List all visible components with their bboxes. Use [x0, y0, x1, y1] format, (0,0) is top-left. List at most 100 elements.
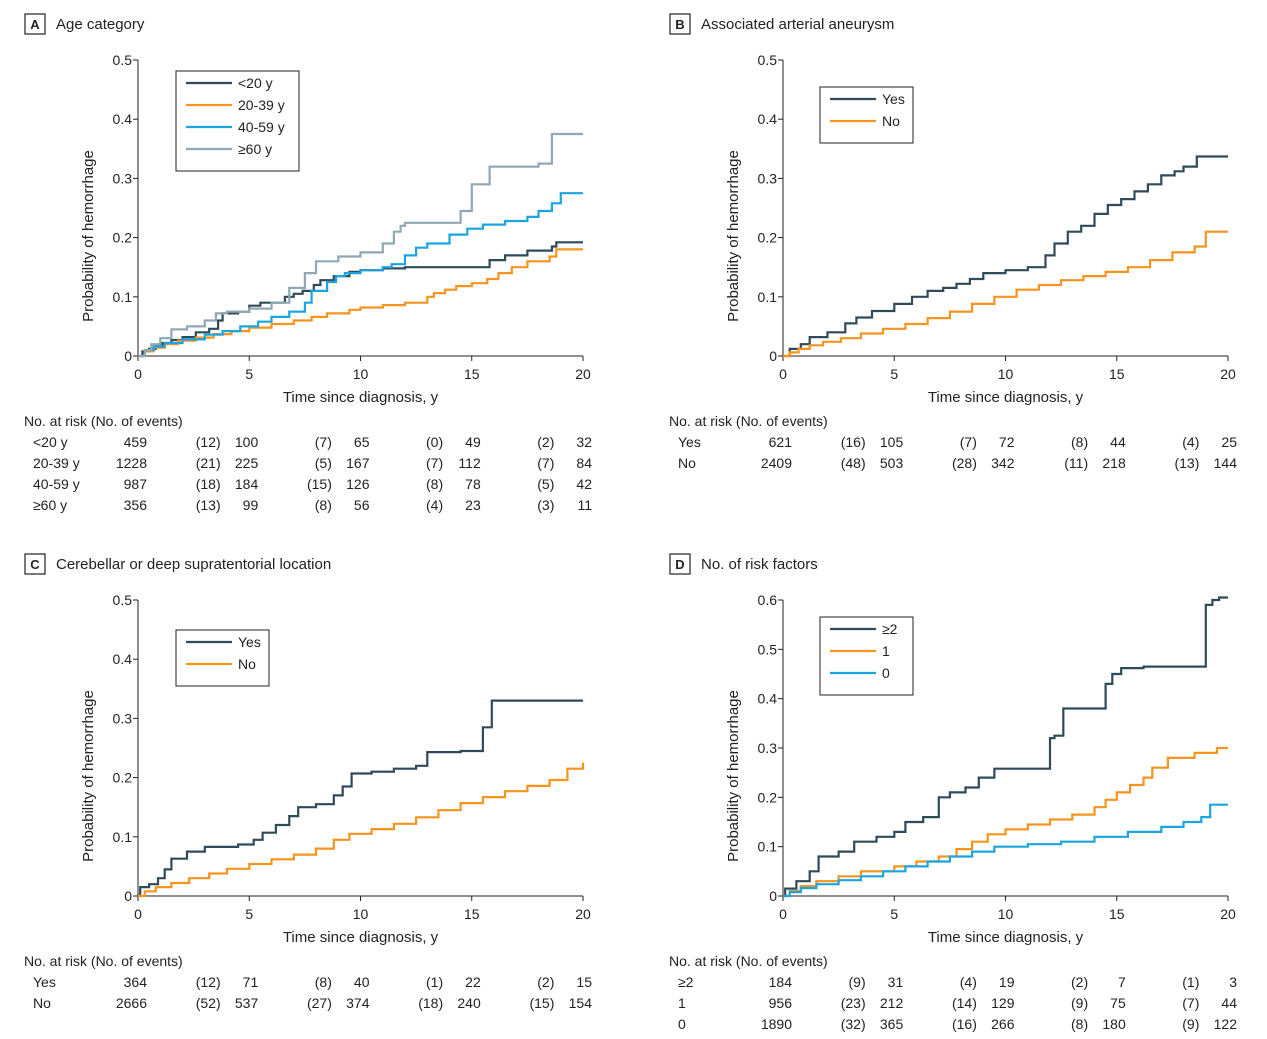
- risk-cell: 356: [124, 497, 148, 513]
- risk-cell: (18): [196, 476, 221, 492]
- x-tick-label: 0: [134, 906, 142, 922]
- legend-label: 40-59 y: [238, 119, 285, 135]
- legend-label: <20 y: [238, 75, 273, 91]
- risk-cell: 154: [569, 995, 593, 1011]
- series-line: [138, 762, 585, 898]
- risk-row-label: ≥60 y: [33, 497, 67, 513]
- risk-cell: 218: [1102, 455, 1126, 471]
- risk-row-label: No: [33, 995, 51, 1011]
- risk-cell: 537: [235, 995, 259, 1011]
- risk-cell: 105: [880, 434, 904, 450]
- x-tick-label: 15: [1109, 906, 1125, 922]
- x-axis-label: Time since diagnosis, y: [283, 389, 439, 406]
- risk-cell: (9): [1182, 1016, 1199, 1032]
- risk-row-label: 40-59 y: [33, 476, 80, 492]
- risk-cell: (52): [196, 995, 221, 1011]
- y-tick-label: 0.2: [113, 770, 133, 786]
- x-tick-label: 10: [353, 366, 369, 382]
- panel-letter: C: [30, 557, 40, 572]
- risk-cell: 342: [991, 455, 1015, 471]
- risk-cell: 3: [1229, 974, 1237, 990]
- y-tick-label: 0.3: [758, 740, 778, 756]
- risk-cell: (23): [841, 995, 866, 1011]
- risk-cell: (9): [1071, 995, 1088, 1011]
- legend-box: [819, 86, 914, 144]
- y-tick-label: 0.4: [113, 111, 133, 127]
- risk-cell: (7): [960, 434, 977, 450]
- panel-letter-box: [24, 13, 46, 35]
- risk-cell: (2): [537, 974, 554, 990]
- panel-title: Age category: [56, 16, 145, 33]
- risk-cell: 225: [235, 455, 259, 471]
- risk-row-label: 0: [678, 1016, 686, 1032]
- risk-cell: 23: [465, 497, 481, 513]
- risk-cell: (11): [1064, 455, 1088, 471]
- risk-cell: (12): [196, 974, 221, 990]
- legend-label: 1: [882, 643, 890, 659]
- risk-cell: 459: [124, 434, 148, 450]
- risk-cell: 84: [576, 455, 592, 471]
- risk-cell: 129: [991, 995, 1015, 1011]
- y-tick-label: 0: [769, 888, 777, 904]
- x-tick-label: 10: [998, 366, 1014, 382]
- risk-cell: 65: [354, 434, 370, 450]
- risk-cell: (32): [841, 1016, 866, 1032]
- x-tick-label: 15: [464, 906, 480, 922]
- legend-label: 0: [882, 665, 890, 681]
- y-tick-label: 0.4: [113, 651, 133, 667]
- legend-box: [175, 629, 270, 687]
- risk-cell: 56: [354, 497, 370, 513]
- risk-cell: (16): [841, 434, 866, 450]
- panel-d: D No. of risk factors 0 0.1 0.2 0.3 0.4 0.5 0.6 0…: [669, 553, 1238, 1032]
- x-axis-label: Time since diagnosis, y: [283, 929, 439, 946]
- risk-cell: 44: [1110, 434, 1126, 450]
- x-tick-label: 20: [1220, 906, 1236, 922]
- risk-cell: 42: [576, 476, 592, 492]
- risk-cell: 49: [465, 434, 481, 450]
- risk-cell: 122: [1214, 1016, 1238, 1032]
- risk-cell: (15): [307, 476, 332, 492]
- risk-cell: (12): [196, 434, 221, 450]
- risk-cell: 621: [769, 434, 793, 450]
- risk-cell: 2666: [116, 995, 147, 1011]
- y-axis-label: Probability of hemorrhage: [725, 150, 742, 322]
- panel-letter-box: [669, 553, 691, 575]
- risk-cell: (13): [1174, 455, 1199, 471]
- risk-cell: 31: [888, 974, 904, 990]
- x-tick-label: 0: [779, 906, 787, 922]
- risk-cell: 374: [346, 995, 370, 1011]
- series-line: [138, 699, 583, 898]
- x-tick-label: 20: [1220, 366, 1236, 382]
- risk-cell: 212: [880, 995, 904, 1011]
- risk-cell: (27): [307, 995, 332, 1011]
- x-tick-label: 0: [779, 366, 787, 382]
- risk-row-label: 1: [678, 995, 686, 1011]
- y-tick-label: 0: [124, 888, 132, 904]
- y-tick-label: 0.3: [113, 710, 133, 726]
- legend-label: ≥60 y: [238, 141, 272, 157]
- risk-cell: 100: [235, 434, 259, 450]
- risk-cell: 22: [465, 974, 481, 990]
- y-tick-label: 0.5: [113, 592, 133, 608]
- series-line: [783, 596, 1228, 898]
- legend-label: Yes: [882, 91, 905, 107]
- risk-cell: (48): [841, 455, 866, 471]
- y-tick-label: 0.1: [758, 839, 778, 855]
- risk-cell: (8): [426, 476, 443, 492]
- series-line: [783, 803, 1228, 898]
- panel-letter: A: [30, 17, 40, 32]
- risk-cell: (8): [1071, 1016, 1088, 1032]
- risk-cell: (4): [1182, 434, 1199, 450]
- y-axis-label: Probability of hemorrhage: [80, 150, 97, 322]
- y-tick-label: 0: [769, 348, 777, 364]
- legend-label: No: [882, 113, 900, 129]
- risk-cell: 19: [999, 974, 1015, 990]
- y-tick-label: 0.2: [758, 789, 778, 805]
- x-tick-label: 10: [353, 906, 369, 922]
- risk-table-header: No. at risk (No. of events): [24, 953, 183, 969]
- risk-cell: 11: [577, 497, 592, 513]
- risk-cell: (9): [849, 974, 866, 990]
- panel-letter-box: [24, 553, 46, 575]
- risk-cell: 144: [1214, 455, 1238, 471]
- risk-cell: 78: [465, 476, 481, 492]
